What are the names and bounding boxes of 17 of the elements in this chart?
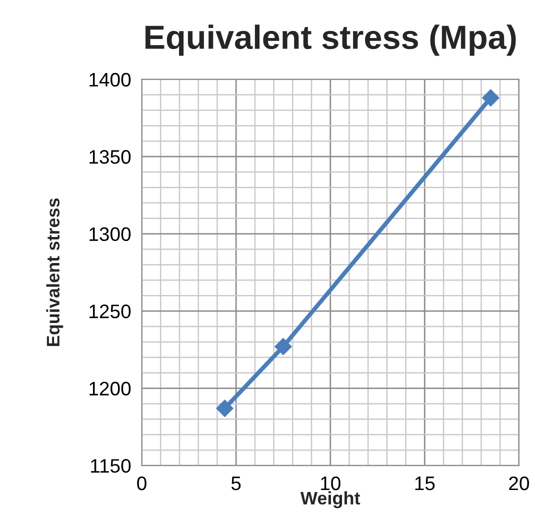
- y-tick-label: 1150: [91, 458, 131, 473]
- y-axis-title: Equivalent stress: [46, 198, 64, 346]
- x-axis-title: Weight: [300, 491, 360, 508]
- point: [482, 89, 500, 106]
- y-tick-label: 1350: [90, 150, 131, 164]
- chart-title: Equivalent stress (Mpa): [146, 24, 516, 56]
- x-tick-label: 0: [137, 476, 146, 490]
- x-tick-label: 5: [231, 476, 241, 490]
- x-tick-label: 20: [509, 476, 530, 490]
- y-tick-label: 1400: [90, 72, 131, 87]
- y-tick-label: 1200: [90, 382, 131, 396]
- point: [216, 400, 234, 417]
- y-tick-label: 1300: [90, 227, 131, 242]
- y-tick-label: 1250: [90, 304, 131, 318]
- x-tick-label: 10: [321, 476, 340, 490]
- point: [274, 338, 292, 356]
- x-tick-label: 15: [415, 476, 435, 490]
